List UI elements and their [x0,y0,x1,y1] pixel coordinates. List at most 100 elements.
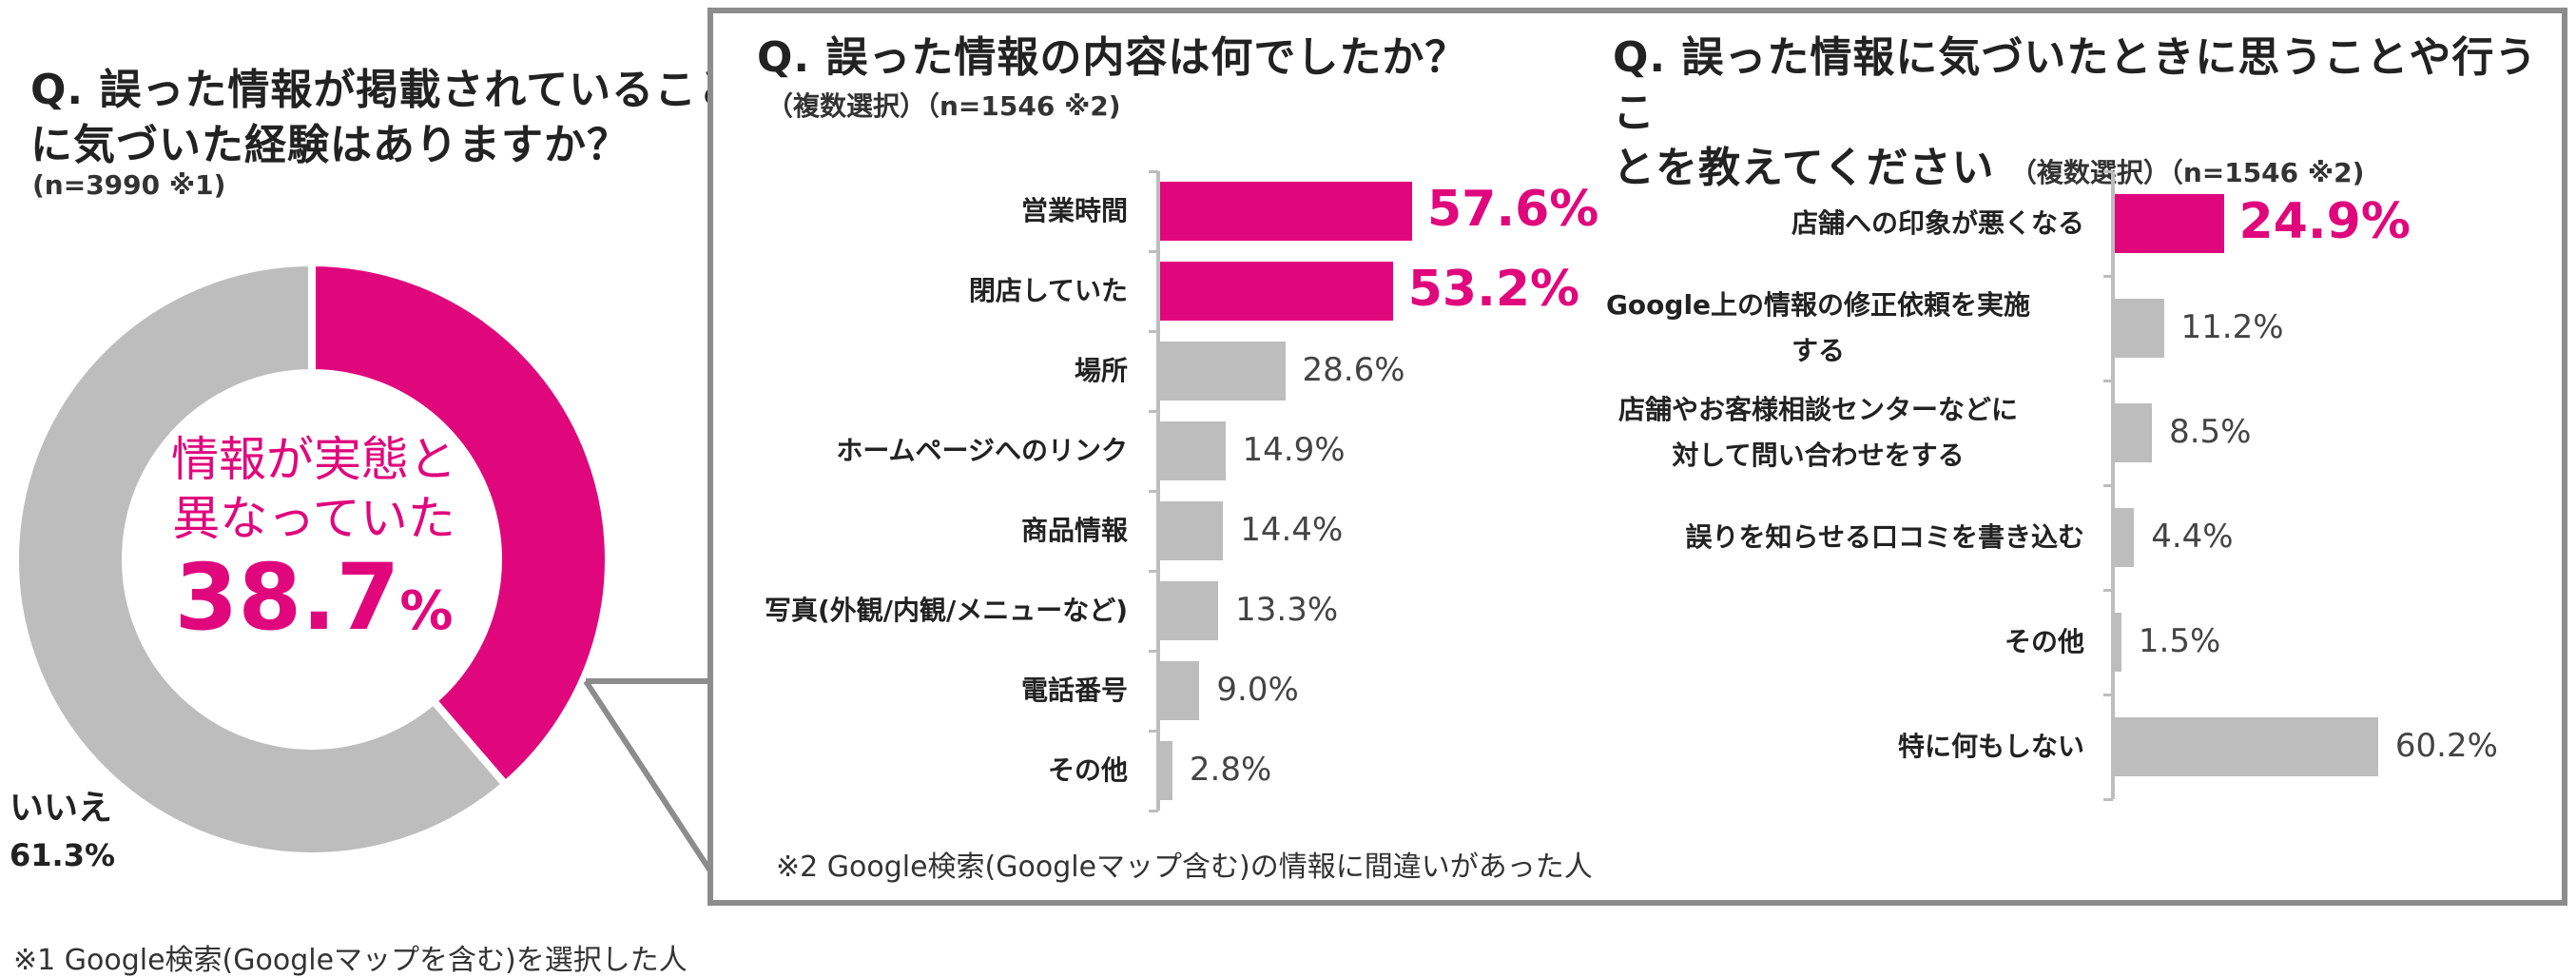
action-chart-category-line: 対して問い合わせをする [1672,440,1965,471]
legend-no-value: 61.3% [10,837,116,873]
action-chart-value-label: 60.2% [2394,727,2498,765]
content-chart-bar [1160,421,1226,480]
donut-slice-yes [308,258,612,791]
donut-center-label: 情報が実態と 異なっていた [143,430,485,548]
donut-slice-no [11,258,512,860]
content-chart-category-label: ホームページへのリンク [690,434,1128,468]
action-chart-category-label: 店舗への印象が悪くなる [1552,201,2084,246]
action-chart-value-label: 24.9% [2238,193,2411,250]
action-chart-bar [2115,508,2135,567]
content-chart-category-line: ホームページへのリンク [836,435,1128,466]
footnote-1: ※1 Google検索(Googleマップを含む)を選択した人 [13,944,688,977]
action-chart-tick [2103,798,2113,801]
donut-center-line1: 情報が実態と [171,432,456,487]
q2-sub: （複数選択）（n=1546 ※2) [766,90,1121,122]
action-chart-category-label: 店舗やお客様相談センターなどに 対して問い合わせをする [1552,387,2084,479]
content-chart-tick [1149,410,1158,413]
action-chart-category-line: する [1791,335,1845,366]
content-chart-category-label: 電話番号 [690,674,1128,708]
action-chart-value-label: 1.5% [2138,622,2221,660]
content-chart-value-label: 14.9% [1242,431,1346,469]
action-chart-category-line: 店舗やお客様相談センターなどに [1617,394,2018,425]
content-chart-category-line: 営業時間 [1020,195,1128,226]
content-chart-tick [1149,250,1158,253]
action-chart-category-line: 特に何もしない [1897,731,2084,762]
footnote-2: ※2 Google検索(Googleマップ含む)の情報に間違いがあった人 [776,851,1593,884]
q3-title-line2-text: とを教えてください [1613,144,1995,192]
action-chart-value-label: 11.2% [2180,308,2284,346]
action-chart-bar [2115,403,2153,462]
content-chart-bar [1160,581,1219,640]
action-chart-category-label: その他 [1552,619,2084,665]
content-chart-value-label: 53.2% [1407,261,1580,318]
q3-title: Q. 誤った情報に気づいたときに思うことや行うこ とを教えてください （複数選択… [1613,30,2576,201]
content-chart-category-label: 閉店していた [690,274,1128,308]
q3-title-line1: Q. 誤った情報に気づいたときに思うことや行うこ [1613,33,2538,137]
action-chart-bar [2115,613,2121,672]
content-chart-category-line: 場所 [1074,355,1128,386]
action-chart-category-label: 特に何もしない [1552,724,2084,770]
content-chart-bar [1160,741,1172,800]
content-chart-category-line: その他 [1047,754,1128,786]
action-chart-value-label: 4.4% [2151,518,2234,556]
q1-title-line2: に気づいた経験はありますか？ [30,121,629,169]
content-chart-bar [1160,182,1412,241]
q1-n-note: (n=3990 ※1) [32,169,226,201]
action-chart-bar [2115,194,2224,253]
content-chart-tick [1149,810,1158,812]
content-chart-category-line: 電話番号 [1020,675,1128,706]
donut-center-line2: 異なっていた [172,491,455,546]
donut-center-value: 38.7% [143,544,485,651]
content-chart-tick [1149,330,1158,333]
content-chart-value-label: 28.6% [1302,351,1405,389]
content-chart-tick [1149,650,1158,653]
content-chart-tick [1149,170,1158,173]
callout-line-bottom [583,679,716,875]
content-chart-category-label: 商品情報 [690,514,1128,548]
content-chart-bar [1160,501,1224,560]
action-chart-category-label: 誤りを知らせる口コミを書き込む [1552,515,2084,560]
content-chart-category-line: 閉店していた [968,275,1128,306]
q1-title: Q. 誤った情報が掲載されていること に気づいた経験はありますか？ [30,63,740,173]
q3-sub: （複数選択）（n=1546 ※2) [2009,157,2365,188]
content-chart-bar [1160,262,1393,321]
donut-value-number: 38.7 [174,544,400,651]
q2-title: Q. 誤った情報の内容は何でしたか？ [757,33,1468,82]
action-chart-tick [2103,589,2113,592]
content-chart-axis [1156,171,1160,811]
content-chart-value-label: 13.3% [1235,591,1339,629]
content-chart-bar [1160,661,1200,720]
content-chart-category-label: 営業時間 [690,194,1128,228]
action-chart-value-label: 8.5% [2169,413,2252,451]
content-chart-category-label: 場所 [690,354,1128,388]
content-chart-tick [1149,490,1158,493]
action-chart-tick [2103,275,2113,278]
content-chart-bar [1160,342,1286,401]
action-chart-category-label: Google上の情報の修正依頼を実施 する [1552,283,2084,374]
action-chart-category-line: 誤りを知らせる口コミを書き込む [1685,521,2084,553]
action-chart-axis [2111,171,2115,799]
content-chart-value-label: 2.8% [1189,751,1272,789]
content-chart-category-label: その他 [690,753,1128,788]
content-chart-tick [1149,730,1158,733]
action-chart-category-line: Google上の情報の修正依頼を実施 [1605,289,2031,321]
action-chart-tick [2103,170,2113,173]
content-chart-value-label: 57.6% [1426,181,1599,238]
action-chart-category-line: 店舗への印象が悪くなる [1791,207,2084,239]
q3-title-line2: とを教えてください （複数選択）（n=1546 ※2) [1613,141,2576,201]
action-chart-bar [2115,299,2164,358]
content-chart-category-label: 写真(外観/内観/メニューなど) [690,594,1128,628]
content-chart-category-line: 商品情報 [1020,515,1128,546]
q1-title-line1: Q. 誤った情報が掲載されていること [30,66,741,114]
action-chart-tick [2103,380,2113,382]
action-chart-tick [2103,484,2113,487]
legend-no-label: いいえ [10,789,113,828]
content-chart-value-label: 9.0% [1216,671,1299,709]
donut-chart [11,258,716,875]
content-chart-value-label: 14.4% [1240,511,1344,549]
content-chart-category-line: 写真(外観/内観/メニューなど) [764,595,1128,626]
donut-value-unit: % [399,580,454,642]
action-chart-category-line: その他 [2004,626,2084,657]
